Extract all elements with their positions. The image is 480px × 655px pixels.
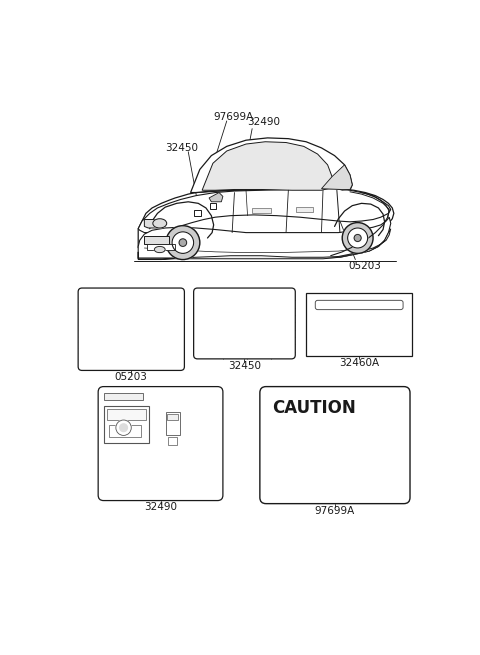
- Bar: [296, 207, 313, 212]
- Text: 05203: 05203: [348, 261, 381, 271]
- Polygon shape: [191, 138, 352, 193]
- Text: 32450: 32450: [165, 143, 198, 153]
- Bar: [109, 424, 141, 437]
- Polygon shape: [147, 244, 175, 250]
- Bar: [194, 210, 201, 216]
- FancyBboxPatch shape: [78, 288, 184, 371]
- Polygon shape: [144, 219, 161, 228]
- Polygon shape: [209, 193, 223, 202]
- FancyBboxPatch shape: [315, 301, 403, 310]
- Text: 97699A: 97699A: [315, 506, 355, 515]
- Polygon shape: [335, 167, 351, 190]
- Bar: [210, 202, 216, 209]
- Bar: [108, 409, 146, 420]
- Polygon shape: [138, 229, 391, 259]
- Polygon shape: [138, 189, 391, 233]
- Bar: [166, 412, 180, 436]
- Bar: [306, 293, 412, 356]
- Text: 32490: 32490: [144, 502, 177, 512]
- Circle shape: [116, 420, 131, 436]
- Polygon shape: [322, 165, 352, 189]
- Polygon shape: [138, 217, 391, 258]
- Text: CAUTION: CAUTION: [272, 399, 356, 417]
- Bar: [104, 406, 149, 443]
- Circle shape: [166, 226, 200, 259]
- Text: 32460A: 32460A: [339, 358, 379, 367]
- Text: 32490: 32490: [248, 117, 280, 128]
- Polygon shape: [144, 236, 169, 244]
- Polygon shape: [138, 188, 394, 258]
- FancyBboxPatch shape: [193, 288, 295, 359]
- Circle shape: [354, 234, 361, 242]
- Circle shape: [348, 228, 368, 248]
- Ellipse shape: [153, 219, 167, 228]
- FancyBboxPatch shape: [260, 386, 410, 504]
- Text: 97699A: 97699A: [214, 112, 254, 122]
- Circle shape: [179, 239, 187, 246]
- FancyBboxPatch shape: [98, 386, 223, 500]
- Text: 32450: 32450: [228, 361, 261, 371]
- Circle shape: [342, 223, 373, 253]
- Circle shape: [172, 232, 193, 253]
- Ellipse shape: [155, 246, 165, 253]
- Bar: [252, 208, 271, 214]
- Circle shape: [120, 424, 127, 432]
- Bar: [168, 437, 178, 445]
- Bar: [168, 414, 178, 420]
- Bar: [104, 393, 143, 400]
- Polygon shape: [202, 141, 332, 190]
- Text: 05203: 05203: [115, 372, 148, 383]
